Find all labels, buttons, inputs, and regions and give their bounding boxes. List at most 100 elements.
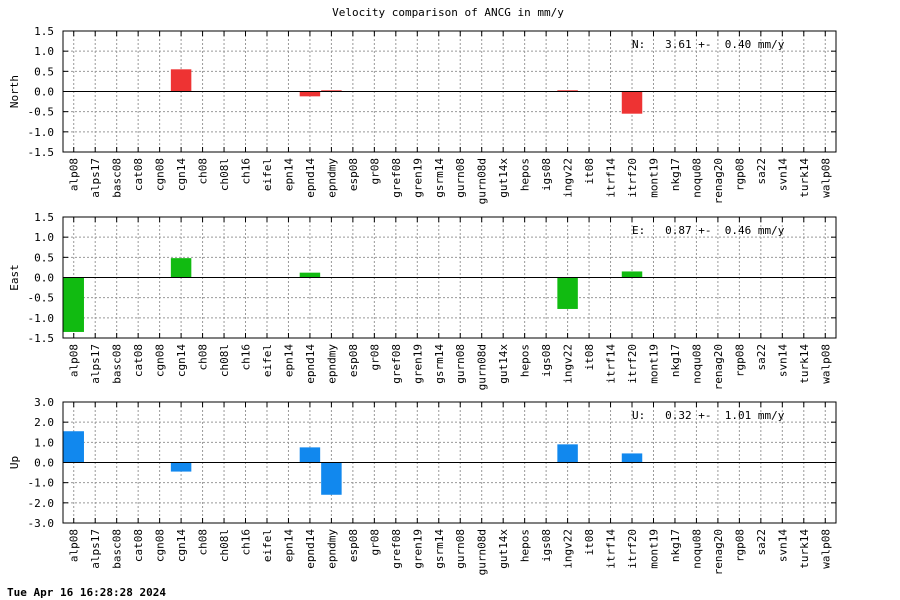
x-tick-label: gref08: [390, 344, 403, 384]
x-tick-label: ch08l: [218, 529, 231, 562]
x-tick-label: epndmy: [325, 344, 338, 384]
x-tick-label: ingv22: [562, 158, 575, 198]
x-tick-label: it08: [583, 529, 596, 556]
x-tick-label: ch16: [240, 158, 253, 185]
x-tick-label: renag20: [712, 344, 725, 390]
x-tick-label: cat08: [132, 344, 145, 377]
x-tick-label: alp08: [68, 344, 81, 377]
x-tick-label: nkg17: [669, 158, 682, 191]
bar-up-itrf20: [621, 453, 643, 463]
velocity-annotation: N: 3.61 +- 0.40 mm/y: [632, 38, 785, 51]
x-tick-label: basc08: [111, 344, 124, 384]
bar-north-itrf20: [621, 91, 643, 114]
x-tick-label: alp08: [68, 529, 81, 562]
y-tick-label: 0.0: [34, 272, 54, 285]
x-tick-label: epn14: [282, 529, 295, 562]
timestamp: Tue Apr 16 16:28:28 2024: [7, 586, 166, 599]
x-tick-label: epnd14: [304, 158, 317, 198]
x-tick-label: renag20: [712, 158, 725, 204]
y-tick-label: -1.0: [28, 477, 55, 490]
x-tick-label: turk14: [798, 158, 811, 198]
x-tick-label: hepos: [519, 344, 532, 377]
x-tick-label: it08: [583, 344, 596, 371]
x-tick-label: gurn08d: [476, 158, 489, 204]
x-tick-label: ch08l: [218, 344, 231, 377]
x-tick-label: svn14: [776, 529, 789, 562]
y-tick-label: 1.0: [34, 45, 54, 58]
y-axis-label-north: North: [8, 75, 21, 108]
x-tick-label: gr08: [368, 344, 381, 371]
bar-north-ingv22: [557, 90, 578, 92]
x-tick-label: gurn08: [454, 158, 467, 198]
x-tick-label: walp08: [819, 529, 832, 569]
x-tick-label: gurn08: [454, 344, 467, 384]
x-tick-label: gsrm14: [433, 158, 446, 198]
y-tick-label: 2.0: [34, 416, 54, 429]
x-tick-label: walp08: [819, 344, 832, 384]
x-tick-label: basc08: [111, 158, 124, 198]
x-tick-label: eifel: [261, 344, 274, 377]
x-tick-label: esp08: [347, 158, 360, 191]
x-tick-label: renag20: [712, 529, 725, 575]
x-tick-label: gsrm14: [433, 529, 446, 569]
x-tick-label: cgn14: [175, 158, 188, 191]
x-tick-label: igs08: [540, 158, 553, 191]
x-tick-label: gren19: [411, 158, 424, 198]
x-tick-label: itrf20: [626, 158, 639, 198]
x-tick-label: esp08: [347, 344, 360, 377]
x-tick-label: cgn14: [175, 529, 188, 562]
y-tick-label: -1.5: [28, 146, 55, 159]
bar-up-alp08: [63, 431, 84, 463]
plot-frame: [62, 401, 837, 524]
y-tick-label: 0.5: [34, 251, 54, 264]
bar-north-epnd14: [299, 91, 321, 97]
x-tick-label: mont19: [647, 344, 660, 384]
x-tick-label: gut14x: [497, 529, 510, 569]
x-tick-label: ch08: [197, 529, 210, 556]
bar-north-epndmy: [321, 90, 342, 92]
bar-up-epnd14: [299, 447, 321, 463]
bar-east-ingv22: [557, 277, 578, 309]
x-tick-label: igs08: [540, 529, 553, 562]
y-tick-label: 1.0: [34, 231, 54, 244]
y-axis-label-east: East: [8, 264, 21, 291]
y-tick-label: 1.0: [34, 436, 54, 449]
x-tick-label: sa22: [755, 344, 768, 371]
x-tick-label: epndmy: [325, 529, 338, 569]
x-tick-label: itrf20: [626, 344, 639, 384]
y-tick-label: 0.0: [34, 86, 54, 99]
x-tick-label: gurn08d: [476, 529, 489, 575]
x-tick-label: mont19: [647, 529, 660, 569]
x-tick-label: igs08: [540, 344, 553, 377]
x-tick-label: gr08: [368, 529, 381, 556]
x-tick-label: epnd14: [304, 529, 317, 569]
x-tick-label: eifel: [261, 529, 274, 562]
x-tick-label: alp08: [68, 158, 81, 191]
x-tick-label: ingv22: [562, 344, 575, 384]
x-tick-label: epnd14: [304, 344, 317, 384]
y-tick-label: 1.5: [34, 211, 54, 224]
y-tick-label: 3.0: [34, 396, 54, 409]
x-tick-label: it08: [583, 158, 596, 185]
y-tick-label: -0.5: [28, 106, 55, 119]
y-axis-label-up: Up: [8, 456, 21, 469]
y-tick-label: -1.0: [28, 312, 55, 325]
bar-east-alp08: [63, 277, 84, 332]
plot-frame: [62, 30, 837, 153]
x-tick-label: turk14: [798, 344, 811, 384]
x-tick-label: cgn14: [175, 344, 188, 377]
y-tick-label: -2.0: [28, 497, 55, 510]
x-tick-label: gurn08: [454, 529, 467, 569]
y-tick-label: -1.0: [28, 126, 55, 139]
x-tick-label: cgn08: [154, 344, 167, 377]
x-tick-label: esp08: [347, 529, 360, 562]
bar-up-epndmy: [321, 462, 342, 495]
x-tick-label: hepos: [519, 529, 532, 562]
y-tick-label: 1.5: [34, 25, 54, 38]
x-tick-label: rgp08: [733, 529, 746, 562]
x-tick-label: mont19: [647, 158, 660, 198]
chart-title: Velocity comparison of ANCG in mm/y: [332, 6, 564, 19]
x-tick-label: gut14x: [497, 344, 510, 384]
y-tick-label: -1.5: [28, 332, 55, 345]
